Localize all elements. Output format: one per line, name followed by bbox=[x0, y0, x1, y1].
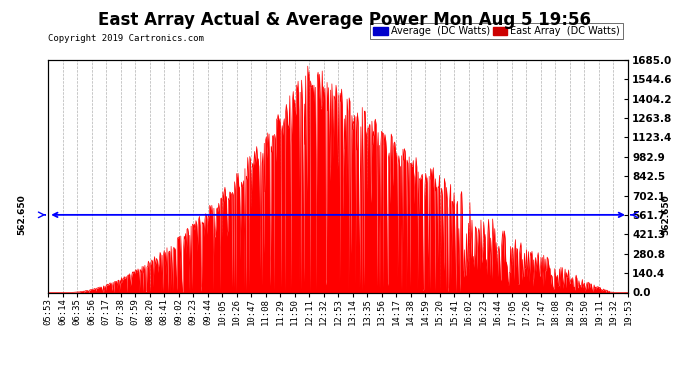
Text: Copyright 2019 Cartronics.com: Copyright 2019 Cartronics.com bbox=[48, 34, 204, 43]
Legend: Average  (DC Watts), East Array  (DC Watts): Average (DC Watts), East Array (DC Watts… bbox=[371, 23, 623, 39]
Text: East Array Actual & Average Power Mon Aug 5 19:56: East Array Actual & Average Power Mon Au… bbox=[99, 11, 591, 29]
Text: 562.650: 562.650 bbox=[661, 195, 670, 235]
Text: 562.650: 562.650 bbox=[18, 195, 27, 235]
